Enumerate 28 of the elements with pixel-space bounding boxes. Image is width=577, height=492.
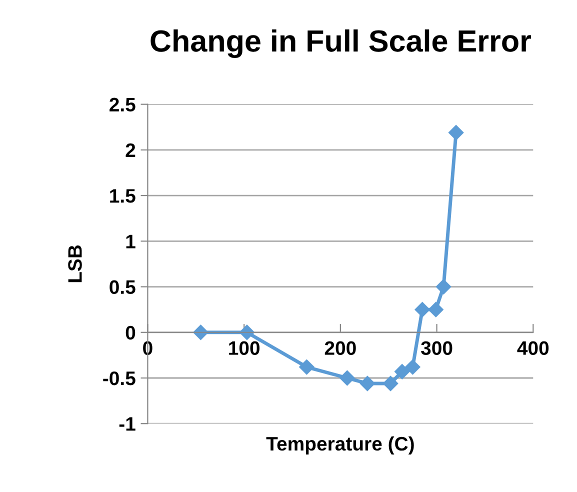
y-tick-label: -1 [119,417,136,431]
chart-title: Change in Full Scale Error [150,29,531,58]
x-tick-label: 300 [421,341,452,356]
point [394,364,410,380]
point [299,359,314,375]
y-tick-label: 2 [126,143,136,157]
point [382,376,398,392]
x-tick-label: 200 [324,341,356,355]
point [448,125,464,140]
y-tick-label: 0 [126,326,136,340]
point [340,370,355,386]
y-tick-label: 2.5 [110,98,136,112]
y-axis-title: LSB [68,245,82,282]
y-tick-label: 1 [126,234,136,248]
point [436,279,452,294]
point [428,302,444,318]
point [405,359,420,375]
y-tick-label: 0.5 [110,280,136,294]
point [414,302,430,318]
y-tick-label: -0.5 [103,371,136,386]
x-tick-label: 100 [229,341,260,355]
y-tick-label: 1.5 [110,189,136,203]
point [360,376,375,392]
x-tick-label: 0 [143,341,152,355]
point [193,324,208,340]
x-axis-title: Temperature (C) [266,436,414,455]
x-tick-label: 400 [517,341,549,355]
point [239,324,255,340]
